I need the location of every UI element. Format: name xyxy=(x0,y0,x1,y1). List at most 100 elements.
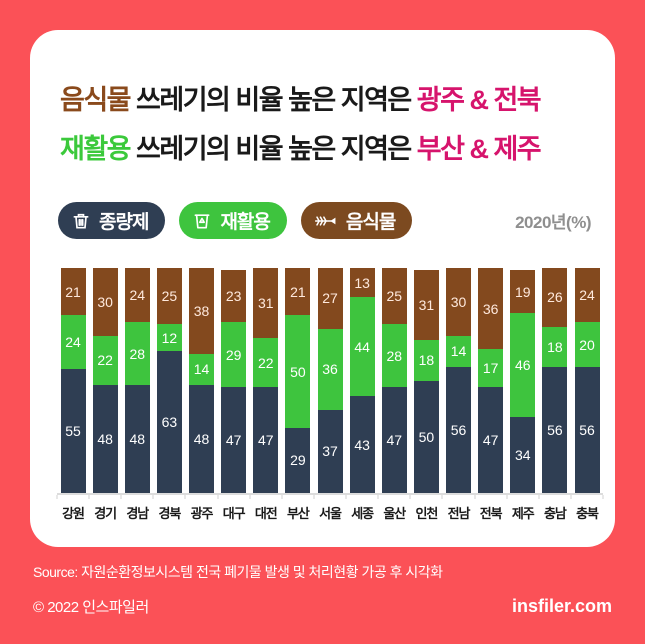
bar-cell: 21 50 29 xyxy=(282,268,314,493)
stacked-bar-울산: 25 28 47 xyxy=(381,268,407,493)
bar-segment-재활용: 29 xyxy=(221,322,247,388)
bar-segment-음식물: 31 xyxy=(253,268,279,338)
category-label-충남: 충남 xyxy=(543,506,567,521)
copyright-text: © 2022 인스파일러 xyxy=(33,599,149,616)
bar-cell: 24 28 48 xyxy=(121,268,153,493)
category-label-경남: 경남 xyxy=(126,506,149,521)
stacked-bar-전북: 36 17 47 xyxy=(478,268,504,493)
stacked-bar-대전: 31 22 47 xyxy=(253,268,279,493)
legend-item-food-waste: 음식물 xyxy=(300,202,413,239)
legend-label: 음식물 xyxy=(345,212,396,233)
axis-tick xyxy=(377,495,379,499)
stacked-bar-세종: 13 44 43 xyxy=(349,268,375,493)
bar-segment-음식물: 19 xyxy=(510,270,536,313)
infographic-card: 음식물 쓰레기의 비율 높은 지역은 광주 & 전북 재활용 쓰레기의 비율 높… xyxy=(30,30,615,547)
bar-segment-재활용: 28 xyxy=(381,324,407,388)
trash-icon xyxy=(71,211,91,231)
bar-value-label: 47 xyxy=(386,432,403,449)
bar-segment-음식물: 36 xyxy=(478,268,504,349)
stacked-bar-경기: 30 22 48 xyxy=(92,268,118,493)
fishbone-icon xyxy=(314,211,338,231)
category-label-인천: 인천 xyxy=(415,506,438,521)
keyword-food: 음식물 xyxy=(60,85,132,115)
bar-segment-종량제: 56 xyxy=(446,367,472,493)
headline-line-1: 음식물 쓰레기의 비율 높은 지역은 광주 & 전북 xyxy=(60,76,595,125)
category-label-강원: 강원 xyxy=(62,506,85,521)
bar-segment-재활용: 44 xyxy=(349,297,375,397)
bar-value-label: 28 xyxy=(386,347,403,364)
category-label-서울: 서울 xyxy=(319,506,342,521)
bar-value-label: 18 xyxy=(418,352,435,369)
bar-value-label: 25 xyxy=(386,288,403,305)
bar-segment-음식물: 38 xyxy=(189,268,215,354)
category-label-울산: 울산 xyxy=(383,506,406,521)
axis-tick xyxy=(538,495,540,499)
bar-cell: 31 18 50 xyxy=(410,270,442,493)
bar-segment-재활용: 22 xyxy=(253,337,279,388)
bar-segment-재활용: 14 xyxy=(189,353,215,385)
bar-value-label: 46 xyxy=(515,356,531,373)
bar-value-label: 48 xyxy=(97,431,113,447)
bar-segment-종량제: 50 xyxy=(413,380,439,493)
bar-cell: 19 46 34 xyxy=(507,270,539,493)
bar-segment-재활용: 22 xyxy=(92,335,118,385)
bar-value-label: 24 xyxy=(129,287,146,303)
bar-segment-종량제: 37 xyxy=(317,409,343,493)
bar-segment-종량제: 47 xyxy=(478,387,504,493)
bar-cell: 38 14 48 xyxy=(186,268,218,493)
bar-value-label: 29 xyxy=(225,346,242,363)
stacked-bar-대구: 23 29 47 xyxy=(221,270,247,493)
bar-segment-음식물: 24 xyxy=(124,268,150,322)
bar-segment-재활용: 36 xyxy=(317,328,343,410)
bar-value-label: 48 xyxy=(129,431,146,447)
source-note: Source: 자원순환정보시스템 전국 폐기물 발생 및 처리현황 가공 후 … xyxy=(33,564,443,580)
x-axis xyxy=(56,493,604,501)
category-label-대전: 대전 xyxy=(254,506,278,521)
footer: © 2022 인스파일러 insfiler.com xyxy=(33,596,612,617)
headline-text: 쓰레기의 비율 높은 지역은 xyxy=(130,85,417,115)
bar-value-label: 17 xyxy=(482,360,499,377)
bar-segment-종량제: 43 xyxy=(349,396,375,493)
bar-value-label: 22 xyxy=(258,354,274,371)
bar-cell: 30 22 48 xyxy=(89,268,121,493)
category-label-전남: 전남 xyxy=(447,506,471,521)
bar-value-label: 12 xyxy=(161,329,178,346)
bar-segment-재활용: 18 xyxy=(413,340,439,381)
bar-segment-종량제: 48 xyxy=(124,385,150,493)
stacked-bar-chart: 21 24 55 30 22 48 24 28 48 25 12 63 38 14 48 23 29 47 31 22… xyxy=(56,268,604,522)
bar-segment-음식물: 30 xyxy=(92,268,118,336)
category-label-충북: 충북 xyxy=(576,506,599,521)
stacked-bar-충남: 26 18 56 xyxy=(542,268,568,493)
axis-tick xyxy=(602,495,604,499)
bar-segment-종량제: 55 xyxy=(60,369,86,493)
bar-segment-음식물: 21 xyxy=(60,268,86,316)
bar-segment-재활용: 14 xyxy=(446,335,472,367)
axis-tick xyxy=(345,495,347,499)
bar-value-label: 21 xyxy=(290,283,306,300)
bar-segment-음식물: 21 xyxy=(285,268,311,316)
bar-value-label: 47 xyxy=(225,432,242,449)
category-label-제주: 제주 xyxy=(511,506,535,521)
bar-segment-종량제: 63 xyxy=(156,351,182,493)
category-label-세종: 세종 xyxy=(351,506,374,521)
bar-value-label: 47 xyxy=(482,432,499,449)
legend: 종량제 재활용 음식물 2020년( xyxy=(58,202,591,239)
bar-cell: 25 28 47 xyxy=(378,268,410,493)
bar-value-label: 47 xyxy=(258,432,274,449)
legend-label: 종량제 xyxy=(99,212,149,233)
bar-cell: 36 17 47 xyxy=(475,268,507,493)
bar-segment-종량제: 34 xyxy=(510,416,536,493)
bar-value-label: 30 xyxy=(97,293,113,310)
bar-value-label: 31 xyxy=(258,294,274,311)
axis-tick xyxy=(506,495,508,499)
bar-value-label: 22 xyxy=(97,352,113,369)
category-label-전북: 전북 xyxy=(479,506,503,521)
category-label-경북: 경북 xyxy=(158,506,181,521)
axis-tick xyxy=(570,495,572,499)
category-label-경기: 경기 xyxy=(94,506,117,521)
bar-value-label: 20 xyxy=(579,336,595,353)
headline-line-2: 재활용 쓰레기의 비율 높은 지역은 부산 & 제주 xyxy=(60,125,595,174)
bar-segment-음식물: 26 xyxy=(542,268,568,327)
headline-text: 쓰레기의 비율 높은 지역은 xyxy=(130,134,417,164)
axis-tick xyxy=(441,495,443,499)
